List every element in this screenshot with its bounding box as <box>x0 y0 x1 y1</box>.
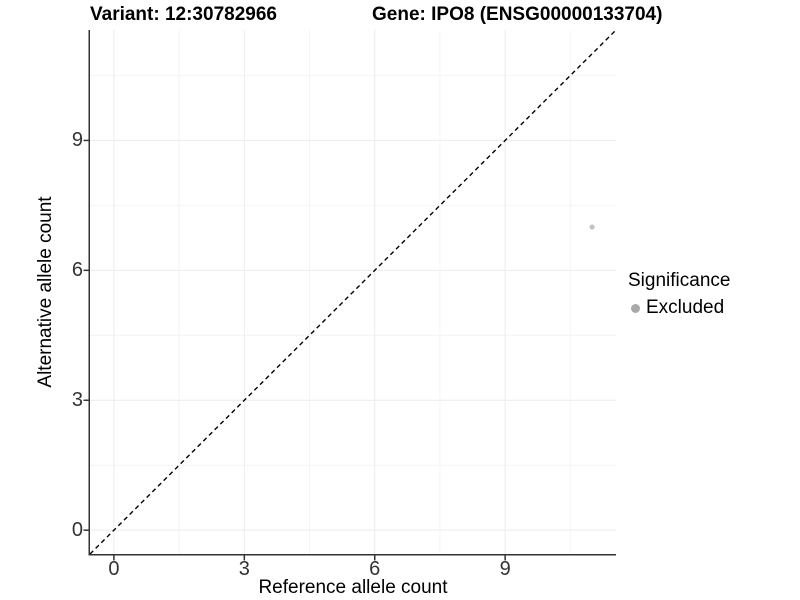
x-tick-label: 6 <box>369 558 381 580</box>
legend-item-excluded: Excluded <box>628 297 730 319</box>
identity-line <box>89 29 617 555</box>
legend-title: Significance <box>628 270 731 291</box>
legend: Significance Excluded <box>628 269 730 319</box>
y-tick-label: 3 <box>71 389 83 412</box>
x-tick-label: 0 <box>108 558 120 580</box>
x-tick-label: 9 <box>499 558 511 580</box>
y-tick-label: 6 <box>71 259 83 282</box>
data-point <box>589 224 595 230</box>
x-tick-label: 3 <box>238 558 250 580</box>
y-tick-label: 0 <box>71 519 83 542</box>
x-axis-title: Reference allele count <box>258 577 448 598</box>
legend-key-dot-icon <box>631 303 640 313</box>
plot-title-variant: Variant: 12:30782966 <box>90 4 277 25</box>
y-axis-title: Alternative allele count <box>35 196 56 388</box>
legend-item-label: Excluded <box>646 297 725 318</box>
plot-title-gene: Gene: IPO8 (ENSG00000133704) <box>372 4 663 25</box>
y-tick-label: 9 <box>71 129 83 152</box>
